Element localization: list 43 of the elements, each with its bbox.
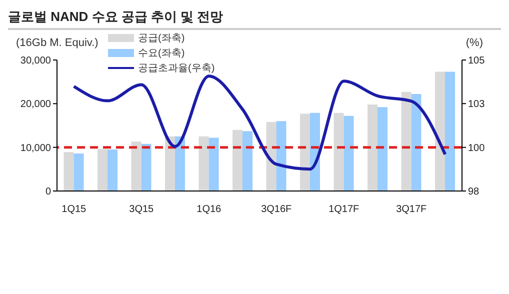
bar [64, 152, 74, 191]
y2-tick-label: 100 [468, 142, 486, 154]
bar [344, 116, 354, 191]
y2-tick-label: 98 [468, 186, 480, 198]
x-tick-label: 3Q16F [261, 204, 292, 216]
bar [242, 131, 252, 191]
bar [74, 153, 84, 191]
bar [131, 142, 142, 191]
bar [401, 92, 412, 191]
x-tick-label: 3Q15 [129, 204, 154, 216]
y-tick-label: 30,000 [20, 56, 52, 67]
y2-axis-title: (%) [466, 37, 483, 49]
bar [232, 130, 242, 191]
x-tick-label: 3Q17F [396, 204, 427, 216]
bar [300, 114, 310, 191]
bar [198, 136, 209, 191]
bar [368, 104, 378, 191]
bar [378, 107, 388, 191]
legend-label: 공급초과율(우축) [138, 62, 215, 74]
x-tick-label: 1Q17F [328, 204, 360, 216]
bar [276, 121, 286, 191]
bar [108, 150, 118, 191]
bar [334, 112, 344, 191]
bar [445, 72, 455, 191]
bar [435, 72, 445, 191]
y-tick-label: 10,000 [20, 142, 52, 154]
bar [141, 144, 152, 191]
y2-tick-label: 105 [468, 56, 486, 67]
bar [208, 138, 219, 191]
y-tick-label: 0 [45, 186, 52, 198]
chart-title: 글로벌 NAND 수요 공급 추이 및 전망 [8, 8, 501, 30]
bar [175, 136, 185, 191]
y2-tick-label: 103 [468, 99, 486, 110]
line-series [72, 74, 447, 171]
bar [411, 94, 422, 191]
y-tick-label: 20,000 [20, 99, 52, 110]
x-tick-label: 1Q16 [196, 204, 222, 216]
y-axis-title: (16Gb M. Equiv.) [16, 37, 98, 49]
bar [266, 122, 276, 191]
legend-label: 공급(좌축) [138, 32, 185, 44]
bar [98, 149, 108, 191]
legend-label: 수요(좌축) [138, 46, 185, 60]
x-tick-label: 1Q15 [62, 204, 87, 216]
